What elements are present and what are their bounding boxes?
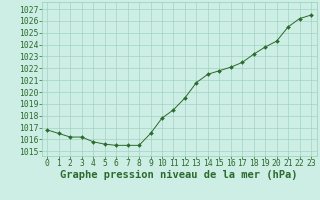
X-axis label: Graphe pression niveau de la mer (hPa): Graphe pression niveau de la mer (hPa): [60, 170, 298, 180]
